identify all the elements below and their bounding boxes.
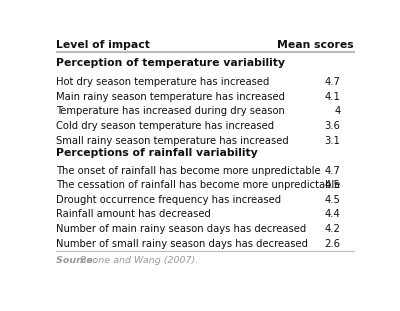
Text: 3.1: 3.1 [325, 136, 341, 146]
Text: Number of main rainy season days has decreased: Number of main rainy season days has dec… [56, 224, 306, 234]
Text: 4.5: 4.5 [325, 180, 341, 190]
Text: Rainfall amount has decreased: Rainfall amount has decreased [56, 209, 211, 220]
Text: The cessation of rainfall has become more unpredictable: The cessation of rainfall has become mor… [56, 180, 340, 190]
Text: Main rainy season temperature has increased: Main rainy season temperature has increa… [56, 92, 285, 102]
Text: Perception of temperature variability: Perception of temperature variability [56, 58, 285, 68]
Text: 4.1: 4.1 [325, 92, 341, 102]
Text: Level of impact: Level of impact [56, 40, 150, 50]
Text: 4.5: 4.5 [325, 195, 341, 205]
Text: The onset of rainfall has become more unpredictable: The onset of rainfall has become more un… [56, 165, 321, 175]
Text: Temperature has increased during dry season: Temperature has increased during dry sea… [56, 106, 285, 116]
Text: Mean scores: Mean scores [277, 40, 354, 50]
Text: 4.2: 4.2 [325, 224, 341, 234]
Text: Drought occurrence frequency has increased: Drought occurrence frequency has increas… [56, 195, 281, 205]
Text: Source:: Source: [56, 256, 100, 265]
Text: 4.7: 4.7 [325, 165, 341, 175]
Text: 4: 4 [334, 106, 341, 116]
Text: Boone and Wang (2007).: Boone and Wang (2007). [80, 256, 198, 265]
Text: 3.6: 3.6 [325, 121, 341, 131]
Text: 4.7: 4.7 [325, 77, 341, 87]
Text: Perceptions of rainfall variability: Perceptions of rainfall variability [56, 148, 258, 158]
Text: Cold dry season temperature has increased: Cold dry season temperature has increase… [56, 121, 274, 131]
Text: Hot dry season temperature has increased: Hot dry season temperature has increased [56, 77, 270, 87]
Text: 2.6: 2.6 [325, 239, 341, 249]
Text: 4.4: 4.4 [325, 209, 341, 220]
Text: Number of small rainy season days has decreased: Number of small rainy season days has de… [56, 239, 308, 249]
Text: Small rainy season temperature has increased: Small rainy season temperature has incre… [56, 136, 289, 146]
